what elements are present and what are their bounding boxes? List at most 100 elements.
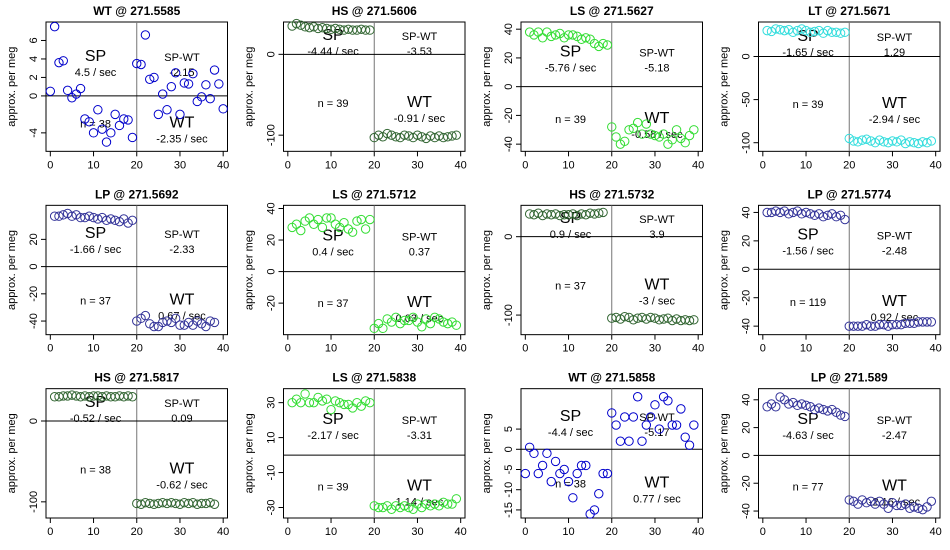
data-point <box>140 497 151 508</box>
data-point <box>546 476 556 487</box>
y-tick-label: -20 <box>741 290 753 306</box>
data-point <box>360 25 371 35</box>
data-point <box>373 130 384 140</box>
panel: LS @ 271.5627 0 10 20 30 40 -40 -20 0 20 40 approx.… <box>481 4 704 171</box>
x-tick-label: 40 <box>930 343 942 355</box>
wt-label: WT <box>882 293 907 310</box>
y-tick-label: 0 <box>266 51 278 57</box>
data-point <box>581 33 591 43</box>
data-point <box>110 109 120 120</box>
x-tick-label: 40 <box>455 159 467 171</box>
sp-wt-value: -3.31 <box>407 430 432 442</box>
data-point <box>58 56 68 66</box>
data-point <box>417 322 427 332</box>
sp-wt-value: 0.09 <box>171 413 192 425</box>
x-tick-label: 20 <box>606 343 618 355</box>
x-tick-label: 40 <box>692 526 704 538</box>
y-tick-label: 10 <box>266 431 278 443</box>
x-tick-label: 10 <box>87 526 99 538</box>
data-point <box>209 317 220 328</box>
x-tick-label: 20 <box>843 343 855 355</box>
data-point <box>576 460 587 471</box>
data-point <box>550 30 561 40</box>
data-point <box>589 505 600 515</box>
data-point <box>771 402 781 412</box>
panel: WT @ 271.5585 0 10 20 30 40 -4 0 2 4 6 approx. per … <box>6 4 229 171</box>
data-point <box>196 92 207 102</box>
data-point <box>784 209 794 219</box>
data-point <box>391 132 401 142</box>
data-point <box>801 400 811 411</box>
wt-rate: -0.62 / sec <box>156 480 208 492</box>
data-point <box>572 468 582 479</box>
data-point <box>412 130 423 140</box>
x-tick-label: 0 <box>760 526 766 538</box>
data-point <box>892 137 902 147</box>
data-point <box>620 412 630 422</box>
y-tick-label: 20 <box>266 234 278 246</box>
data-point <box>624 436 634 446</box>
data-point <box>404 502 414 513</box>
data-point <box>537 33 548 43</box>
y-axis-label: approx. per meg <box>244 230 256 310</box>
y-tick-label: -10 <box>266 465 278 481</box>
data-point <box>645 129 656 139</box>
data-point <box>874 135 885 145</box>
data-point <box>671 420 682 430</box>
sp-wt-value: -2.15 <box>169 67 194 79</box>
y-axis-label: approx. per meg <box>244 47 256 127</box>
x-tick-label: 0 <box>760 343 766 355</box>
y-tick-label: 5 <box>503 426 515 432</box>
y-tick-label: 0 <box>741 452 753 458</box>
panel-title: LS @ 271.5838 <box>332 371 416 385</box>
data-point <box>322 213 332 223</box>
data-point <box>75 83 86 94</box>
sp-rate: -1.66 / sec <box>70 244 122 256</box>
data-point <box>896 500 906 511</box>
x-tick-label: 0 <box>522 159 528 171</box>
data-point <box>632 117 643 128</box>
panel-title: WT @ 271.5858 <box>568 371 655 385</box>
data-point <box>334 397 345 408</box>
sp-rate: -2.17 / sec <box>307 430 359 442</box>
panel-title: LP @ 271.589 <box>811 371 888 385</box>
x-tick-label: 20 <box>843 159 855 171</box>
x-tick-label: 20 <box>606 526 618 538</box>
x-tick-label: 30 <box>411 159 423 171</box>
data-point <box>926 317 937 327</box>
data-point <box>905 137 915 147</box>
data-point <box>119 114 129 124</box>
wt-label: WT <box>645 110 670 127</box>
n-label: n = 119 <box>790 297 826 309</box>
data-point <box>179 78 189 88</box>
data-point <box>853 137 863 147</box>
data-point <box>654 424 664 434</box>
x-tick-label: 20 <box>131 526 143 538</box>
x-tick-label: 20 <box>368 526 380 538</box>
sp-label: SP <box>322 411 343 428</box>
data-point <box>162 105 172 115</box>
n-label: n = 39 <box>555 114 586 126</box>
data-point <box>399 315 410 326</box>
sp-rate: -4.63 / sec <box>782 430 834 442</box>
data-point <box>45 86 56 96</box>
data-point <box>598 468 608 479</box>
x-tick-label: 40 <box>692 159 704 171</box>
data-point <box>611 420 621 430</box>
data-point <box>835 410 846 420</box>
panel-title: LP @ 271.5692 <box>95 187 179 201</box>
data-point <box>132 58 142 69</box>
y-tick-label: 0 <box>741 53 753 59</box>
wt-label: WT <box>882 95 907 112</box>
sp-rate: 0.9 / sec <box>550 229 592 241</box>
data-point <box>542 448 552 459</box>
x-tick-label: 40 <box>455 526 467 538</box>
data-point <box>680 432 690 442</box>
n-label: n = 39 <box>318 98 349 110</box>
sp-rate: -1.65 / sec <box>782 47 834 59</box>
data-point <box>166 497 177 508</box>
data-point <box>127 392 138 402</box>
x-tick-label: 0 <box>47 343 53 355</box>
data-point <box>451 494 462 504</box>
y-tick-label: 0 <box>503 234 515 240</box>
